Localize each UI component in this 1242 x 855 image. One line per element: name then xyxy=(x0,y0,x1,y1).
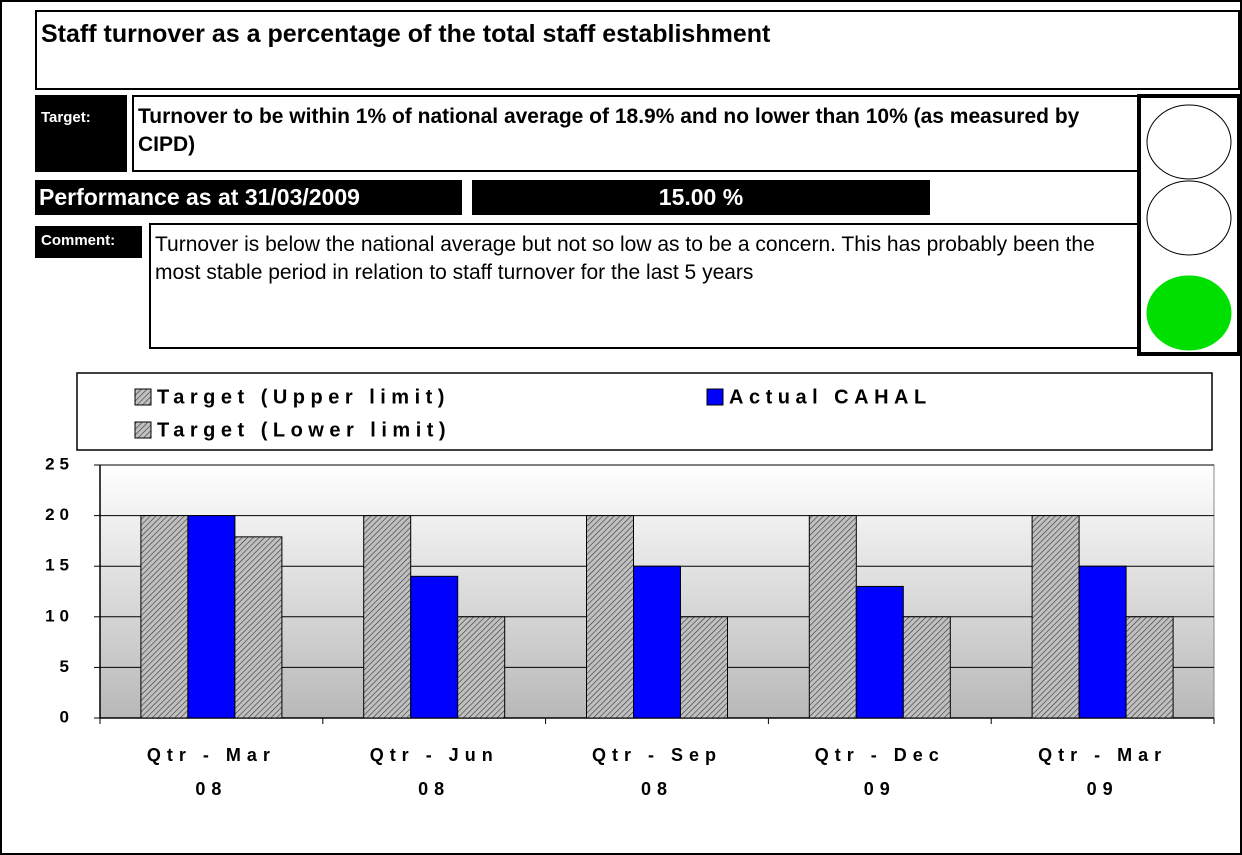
comment-text: Turnover is below the national average b… xyxy=(149,223,1139,349)
bar xyxy=(457,616,506,719)
legend-label: Actual CAHAL xyxy=(729,386,932,408)
legend-swatch xyxy=(134,421,152,439)
legend-swatch xyxy=(706,388,724,406)
legend-label: Target (Lower limit) xyxy=(157,419,451,441)
comment-label: Comment: xyxy=(35,226,142,258)
bar xyxy=(808,515,857,719)
bar xyxy=(855,585,904,719)
bar xyxy=(1078,565,1127,719)
y-tick-label: 15 xyxy=(45,556,74,575)
y-tick-label: 10 xyxy=(45,606,74,625)
bar xyxy=(410,575,459,719)
light-amber xyxy=(1146,180,1232,256)
light-red xyxy=(1146,104,1232,180)
performance-value: 15.00 % xyxy=(472,180,930,215)
bar xyxy=(1031,515,1080,719)
bar xyxy=(1125,616,1174,719)
y-tick-label: 0 xyxy=(60,707,74,726)
bar xyxy=(187,515,236,719)
title: Staff turnover as a percentage of the to… xyxy=(35,10,1240,90)
x-tick-label: Qtr - Mar 09 xyxy=(1038,745,1168,799)
bar xyxy=(680,616,728,719)
x-tick-label: Qtr - Mar 08 xyxy=(146,745,276,799)
bar xyxy=(363,515,412,719)
traffic-light xyxy=(1137,94,1240,356)
x-tick-label: Qtr - Sep 08 xyxy=(591,745,722,799)
bar xyxy=(234,536,283,719)
x-tick-label: Qtr - Dec 09 xyxy=(814,745,945,799)
bar xyxy=(140,515,189,719)
bar xyxy=(586,515,634,719)
y-tick-label: 20 xyxy=(45,505,74,524)
bar xyxy=(633,565,681,719)
legend-label: Target (Upper limit) xyxy=(157,386,450,408)
y-tick-label: 25 xyxy=(45,454,74,473)
legend-box xyxy=(76,372,1213,451)
legend-swatch xyxy=(134,388,152,406)
performance-label: Performance as at 31/03/2009 xyxy=(35,180,462,215)
light-green xyxy=(1146,275,1232,351)
target-label: Target: xyxy=(35,95,127,172)
y-tick-label: 5 xyxy=(60,657,74,676)
target-text: Turnover to be within 1% of national ave… xyxy=(132,95,1139,172)
x-tick-label: Qtr - Jun 08 xyxy=(369,745,499,799)
bar xyxy=(902,616,951,719)
